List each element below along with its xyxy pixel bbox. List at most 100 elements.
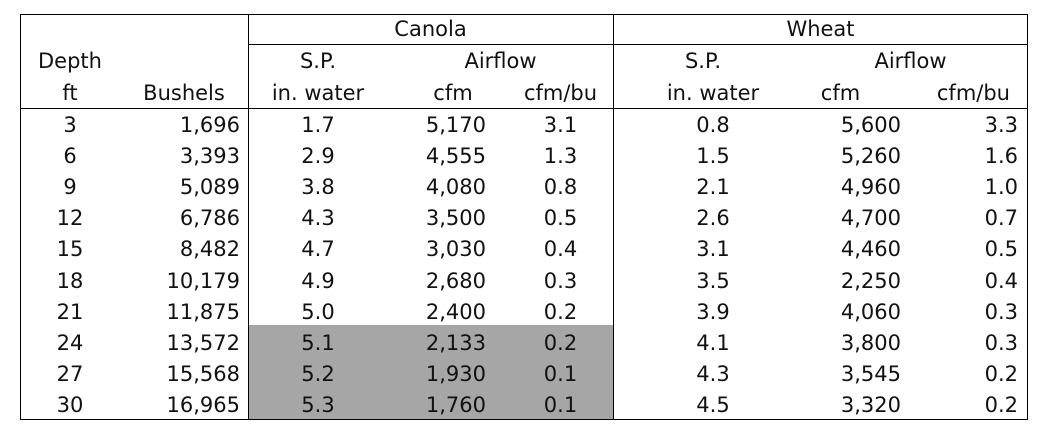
cell-canola-cfm: 3,500	[425, 206, 486, 231]
cell-wheat-cfmbu: 0.7	[984, 206, 1018, 231]
cell-canola-sp: 5.3	[301, 392, 335, 417]
cell-wheat-sp: 2.6	[696, 206, 730, 231]
header-bushels: Bushels	[143, 81, 225, 105]
cell-canola-sp: 5.0	[301, 299, 335, 324]
cell-bushels: 10,179	[166, 268, 240, 293]
header-wheat-sp-unit: in. water	[666, 81, 760, 105]
cell-canola-cfm: 1,760	[425, 392, 486, 417]
cell-depth: 30	[56, 392, 84, 417]
cell-depth: 27	[56, 361, 84, 386]
border-bottom	[20, 419, 1028, 420]
cell-canola-sp: 2.9	[301, 144, 335, 169]
cell-wheat-cfmbu: 0.2	[984, 392, 1018, 417]
header-wheat-sp-top: S.P.	[684, 49, 722, 73]
header-wheat-cfmbu: cfm/bu	[936, 81, 1010, 105]
divider-bushels-canola	[248, 14, 249, 420]
cell-canola-cfm: 4,555	[425, 144, 486, 169]
header-canola-sp-top: S.P.	[299, 49, 337, 73]
cell-depth: 3	[63, 113, 77, 137]
cell-wheat-sp: 3.9	[696, 299, 730, 324]
border-top	[20, 14, 1028, 15]
group-header-wheat: Wheat	[786, 17, 855, 41]
cell-canola-cfmbu: 0.2	[543, 299, 578, 324]
canola-shaded-region	[248, 325, 613, 419]
cell-bushels: 8,482	[179, 237, 240, 262]
cell-canola-cfmbu: 0.2	[543, 330, 578, 355]
cell-wheat-cfm: 2,250	[840, 268, 901, 293]
header-canola-airflow: Airflow	[464, 49, 537, 73]
cell-bushels: 3,393	[179, 144, 240, 169]
cell-canola-cfmbu: 1.3	[543, 144, 578, 169]
border-right	[1027, 14, 1028, 420]
cell-wheat-cfm: 3,320	[840, 392, 901, 417]
cell-wheat-sp: 4.5	[696, 392, 730, 417]
header-depth-unit: ft	[62, 81, 78, 105]
cell-wheat-sp: 4.1	[696, 330, 730, 355]
cell-wheat-cfm: 3,545	[840, 361, 901, 386]
cell-wheat-cfm: 4,060	[840, 299, 901, 324]
header-canola-cfm: cfm	[433, 81, 473, 105]
header-wheat-airflow: Airflow	[874, 49, 947, 73]
airflow-table: Canola Wheat Depth S.P. Airflow S.P. Air…	[20, 14, 1028, 420]
cell-wheat-cfmbu: 0.2	[984, 361, 1018, 386]
cell-canola-cfmbu: 0.4	[543, 237, 578, 262]
cell-wheat-sp: 2.1	[696, 175, 730, 200]
group-header-canola: Canola	[394, 17, 467, 41]
cell-depth: 9	[63, 175, 77, 200]
cell-wheat-cfm: 5,260	[840, 144, 901, 169]
cell-wheat-cfmbu: 0.3	[984, 330, 1018, 355]
cell-canola-cfm: 2,133	[425, 330, 486, 355]
cell-wheat-cfm: 5,600	[840, 113, 901, 137]
cell-bushels: 16,965	[166, 392, 240, 417]
cell-canola-cfm: 5,170	[425, 113, 486, 137]
cell-wheat-sp: 1.5	[696, 144, 730, 169]
cell-wheat-cfmbu: 0.4	[984, 268, 1018, 293]
cell-wheat-sp: 4.3	[696, 361, 730, 386]
cell-depth: 12	[56, 206, 84, 231]
cell-wheat-cfmbu: 1.6	[984, 144, 1018, 169]
cell-bushels: 1,696	[179, 113, 240, 137]
cell-canola-sp: 5.1	[301, 330, 335, 355]
cell-bushels: 5,089	[179, 175, 240, 200]
cell-canola-sp: 5.2	[301, 361, 335, 386]
cell-depth: 6	[63, 144, 77, 169]
cell-canola-cfmbu: 0.3	[543, 268, 578, 293]
cell-wheat-cfm: 4,700	[840, 206, 901, 231]
cell-canola-cfm: 2,680	[425, 268, 486, 293]
cell-bushels: 15,568	[166, 361, 240, 386]
cell-depth: 18	[56, 268, 84, 293]
cell-canola-cfm: 4,080	[425, 175, 486, 200]
header-wheat-cfm: cfm	[820, 81, 861, 105]
header-canola-cfmbu: cfm/bu	[523, 81, 598, 105]
cell-canola-cfmbu: 0.1	[543, 361, 578, 386]
cell-canola-sp: 3.8	[301, 175, 335, 200]
cell-canola-cfmbu: 3.1	[543, 113, 578, 137]
cell-depth: 21	[56, 299, 84, 324]
cell-wheat-cfmbu: 0.3	[984, 299, 1018, 324]
header-canola-sp-unit: in. water	[271, 81, 365, 105]
cell-wheat-cfmbu: 0.5	[984, 237, 1018, 262]
group-header-rule	[248, 44, 1028, 45]
cell-canola-sp: 4.7	[301, 237, 335, 262]
header-depth-top: Depth	[38, 49, 102, 73]
cell-wheat-cfmbu: 1.0	[984, 175, 1018, 200]
cell-canola-cfm: 1,930	[425, 361, 486, 386]
cell-bushels: 13,572	[166, 330, 240, 355]
cell-canola-cfm: 3,030	[425, 237, 486, 262]
cell-canola-cfm: 2,400	[425, 299, 486, 324]
cell-canola-cfmbu: 0.5	[543, 206, 578, 231]
divider-canola-wheat	[613, 14, 614, 420]
cell-wheat-cfmbu: 3.3	[984, 113, 1018, 137]
cell-wheat-sp: 3.5	[696, 268, 730, 293]
cell-canola-sp: 4.9	[301, 268, 335, 293]
cell-wheat-sp: 0.8	[696, 113, 730, 137]
cell-wheat-sp: 3.1	[696, 237, 730, 262]
cell-bushels: 11,875	[166, 299, 240, 324]
cell-bushels: 6,786	[179, 206, 240, 231]
cell-canola-sp: 4.3	[301, 206, 335, 231]
cell-depth: 24	[56, 330, 84, 355]
cell-canola-cfmbu: 0.1	[543, 392, 578, 417]
header-rule	[20, 108, 1028, 109]
cell-depth: 15	[56, 237, 84, 262]
cell-wheat-cfm: 3,800	[840, 330, 901, 355]
